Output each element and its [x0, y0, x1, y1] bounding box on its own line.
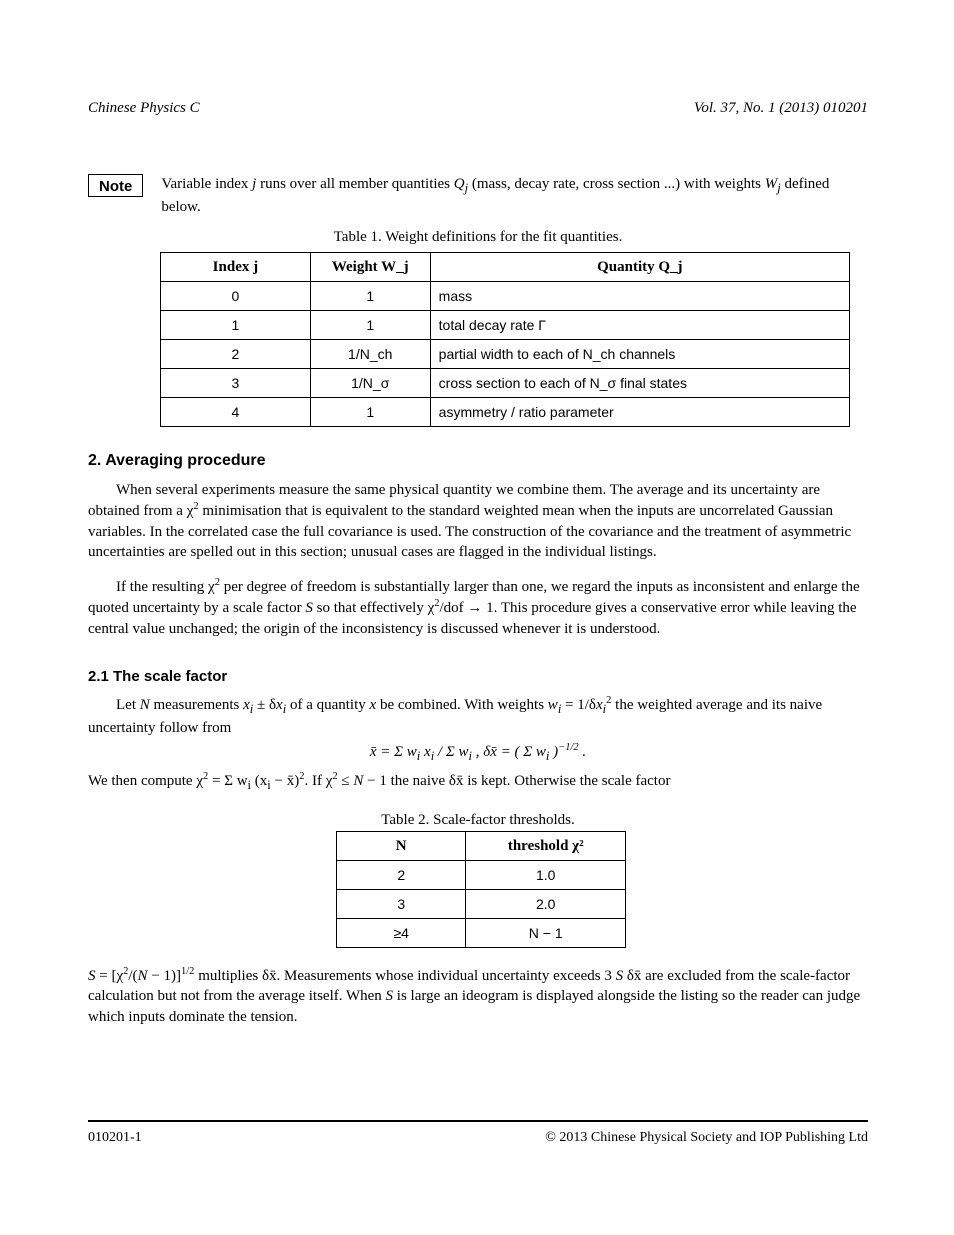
table-cell: 4 — [161, 398, 311, 427]
table-header-cell: Quantity Q_j — [430, 253, 849, 282]
table-row: Index j Weight W_j Quantity Q_j — [161, 253, 850, 282]
table-cell: 3 — [161, 369, 311, 398]
section-para-2: If the resulting χ2 per degree of freedo… — [88, 576, 868, 639]
after-small-table-para: S = [χ2/(N − 1)]1/2 multiplies δx̄. Meas… — [88, 965, 868, 1027]
table-cell: 2 — [161, 340, 311, 369]
table-header-cell: threshold χ² — [466, 832, 626, 861]
table-row: ≥4 N − 1 — [337, 919, 626, 948]
running-head-right: Vol. 37, No. 1 (2013) 010201 — [694, 100, 868, 117]
table-cell: mass — [430, 282, 849, 311]
table-cell: 1 — [310, 398, 430, 427]
footer-left: 010201-1 — [88, 1130, 142, 1146]
table-row: N threshold χ² — [337, 832, 626, 861]
note-label-box: Note — [88, 174, 143, 197]
table-main: Index j Weight W_j Quantity Q_j 0 1 mass… — [160, 252, 850, 427]
table-small-caption: Table 2. Scale-factor thresholds. — [88, 812, 868, 829]
table-cell: 1 — [161, 311, 311, 340]
table-cell: 1 — [310, 311, 430, 340]
table-cell: total decay rate Γ — [430, 311, 849, 340]
table-header-cell: N — [337, 832, 466, 861]
running-head-left: Chinese Physics C — [88, 100, 200, 117]
subsection-para-1: Let N measurements xi ± δxi of a quantit… — [88, 694, 868, 738]
table-header-cell: Weight W_j — [310, 253, 430, 282]
footer-right: © 2013 Chinese Physical Society and IOP … — [545, 1130, 868, 1146]
table-small: N threshold χ² 2 1.0 3 2.0 ≥4 N − 1 — [336, 831, 626, 948]
table-cell: 0 — [161, 282, 311, 311]
table-cell: 1.0 — [466, 861, 626, 890]
table-row: 2 1/N_ch partial width to each of N_ch c… — [161, 340, 850, 369]
section-heading: 2. Averaging procedure — [88, 452, 266, 470]
table-cell: 2.0 — [466, 890, 626, 919]
table-cell: partial width to each of N_ch channels — [430, 340, 849, 369]
table-cell: asymmetry / ratio parameter — [430, 398, 849, 427]
note-text: Variable index j runs over all member qu… — [161, 174, 851, 217]
footer-rule — [88, 1120, 868, 1122]
table-main-caption: Table 1. Weight definitions for the fit … — [88, 229, 868, 246]
table-cell: 1/N_σ — [310, 369, 430, 398]
table-cell: N − 1 — [466, 919, 626, 948]
table-header-cell: Index j — [161, 253, 311, 282]
table-row: 4 1 asymmetry / ratio parameter — [161, 398, 850, 427]
table-row: 3 2.0 — [337, 890, 626, 919]
table-row: 1 1 total decay rate Γ — [161, 311, 850, 340]
subsection-para-2: We then compute χ2 = Σ wi (xi − x̄)2. If… — [88, 770, 868, 794]
table-cell: 1 — [310, 282, 430, 311]
note-row: Note Variable index j runs over all memb… — [88, 174, 868, 217]
formula-weighted-mean: x̄ = Σ wi xi / Σ wi , δx̄ = ( Σ wi )−1/2… — [88, 742, 868, 764]
table-cell: ≥4 — [337, 919, 466, 948]
table-cell: cross section to each of N_σ final state… — [430, 369, 849, 398]
table-row: 0 1 mass — [161, 282, 850, 311]
section-para-1: When several experiments measure the sam… — [88, 480, 868, 562]
table-cell: 1/N_ch — [310, 340, 430, 369]
table-row: 3 1/N_σ cross section to each of N_σ fin… — [161, 369, 850, 398]
table-row: 2 1.0 — [337, 861, 626, 890]
table-cell: 3 — [337, 890, 466, 919]
table-cell: 2 — [337, 861, 466, 890]
subsection-heading: 2.1 The scale factor — [88, 668, 227, 685]
